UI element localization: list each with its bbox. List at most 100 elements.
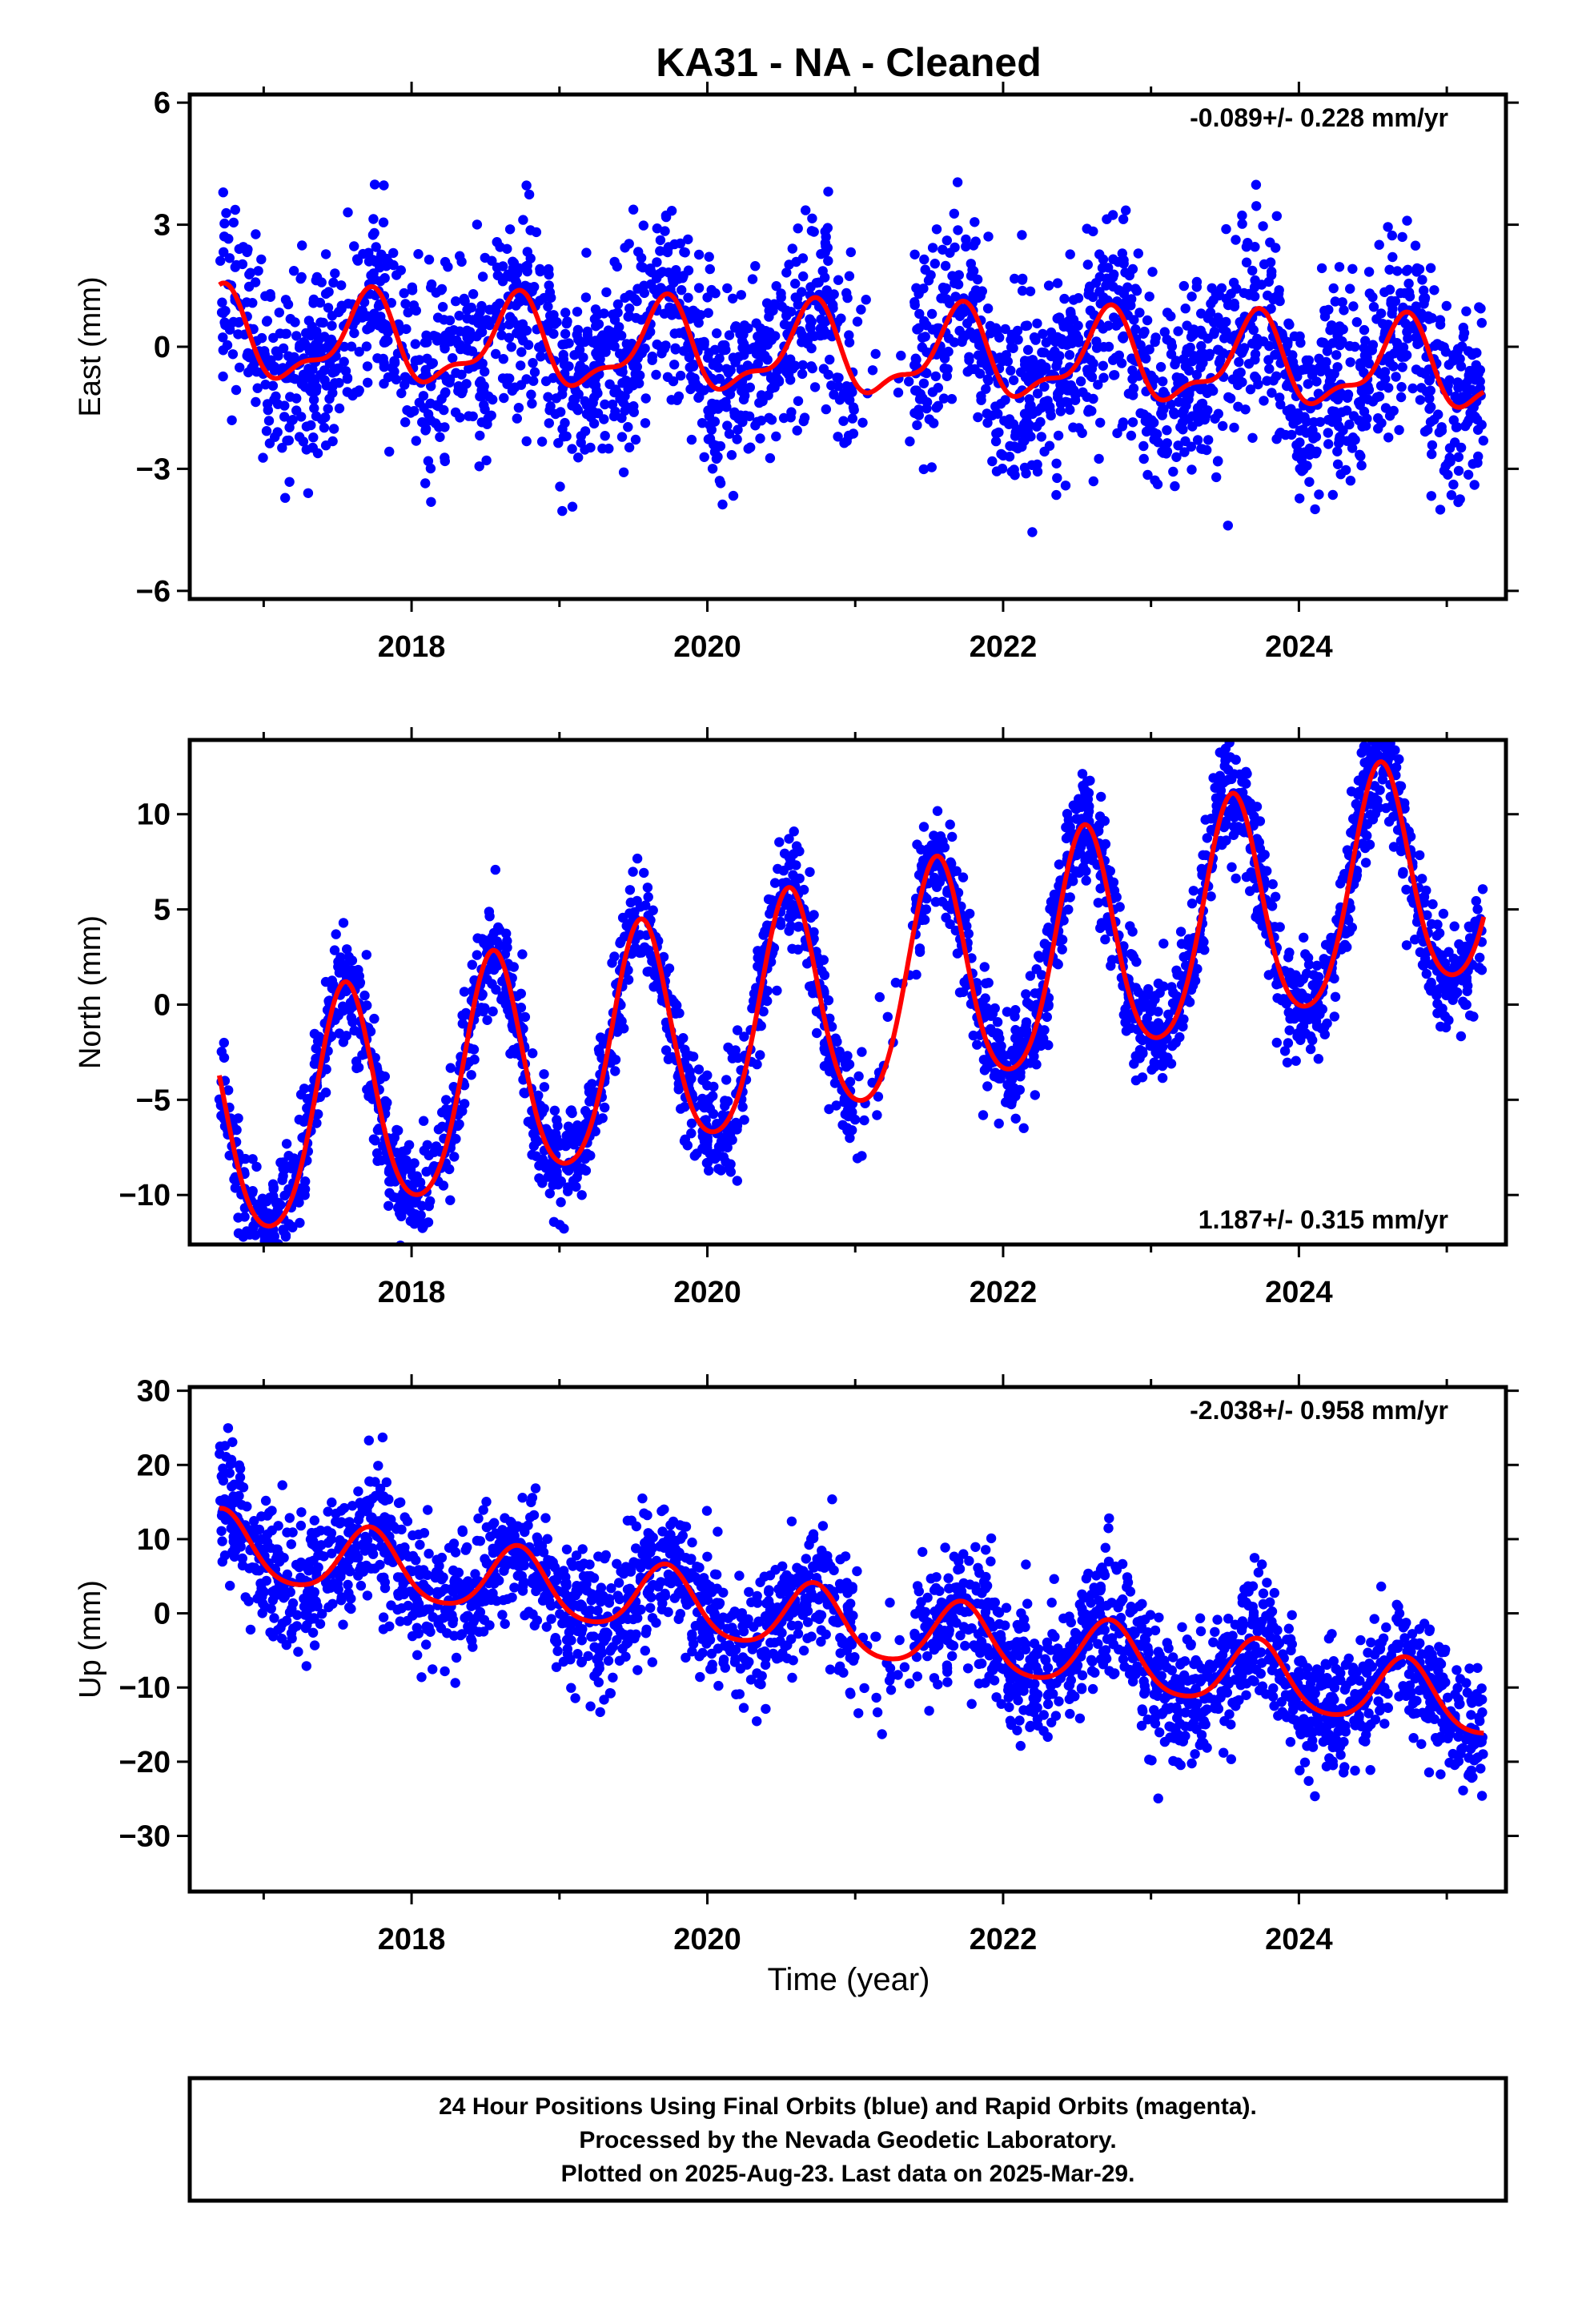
data-point — [1331, 350, 1342, 360]
data-point — [287, 415, 298, 425]
data-point — [722, 420, 733, 431]
data-point — [559, 1224, 569, 1234]
data-point — [361, 950, 371, 960]
data-point — [284, 476, 295, 487]
data-point — [844, 395, 855, 405]
data-point — [466, 302, 476, 313]
data-point — [600, 431, 610, 441]
data-point — [334, 403, 345, 414]
data-point — [964, 355, 974, 365]
data-point — [1462, 986, 1472, 996]
data-point — [912, 420, 922, 431]
data-point — [544, 263, 554, 275]
data-point — [1478, 436, 1489, 446]
data-point — [1118, 331, 1129, 342]
data-point — [785, 375, 796, 385]
data-point — [954, 987, 966, 998]
data-point — [1174, 396, 1184, 408]
data-point — [919, 254, 930, 265]
data-point — [526, 389, 536, 400]
data-point — [436, 283, 448, 295]
data-point — [296, 379, 307, 389]
data-point — [321, 380, 331, 391]
data-point — [1004, 452, 1015, 462]
data-point — [400, 380, 410, 390]
data-point — [1192, 435, 1203, 445]
data-point — [539, 1082, 550, 1092]
data-point — [1469, 480, 1480, 490]
data-point — [1308, 433, 1319, 444]
data-point — [1475, 376, 1485, 387]
data-point — [266, 355, 276, 365]
data-point — [1245, 384, 1256, 395]
data-point — [1392, 266, 1403, 276]
data-point — [632, 296, 642, 307]
data-point — [1383, 222, 1393, 232]
data-point — [968, 1030, 979, 1041]
data-point — [1375, 308, 1387, 319]
data-point — [1181, 400, 1191, 411]
data-point — [572, 1172, 582, 1183]
data-point — [717, 499, 728, 510]
data-point — [1195, 415, 1206, 426]
data-point — [983, 231, 994, 242]
data-point — [561, 1130, 572, 1141]
data-point — [1258, 221, 1268, 231]
data-point — [544, 405, 555, 416]
data-point — [224, 253, 235, 263]
data-point — [506, 342, 516, 352]
data-point — [303, 316, 315, 326]
data-point — [942, 901, 953, 911]
data-point — [973, 412, 983, 423]
data-point — [1231, 728, 1241, 738]
x-tick-label: 2022 — [970, 630, 1038, 664]
data-point — [1380, 403, 1391, 413]
data-point — [820, 226, 830, 237]
data-point — [1423, 314, 1435, 324]
data-point — [1397, 362, 1407, 372]
data-point — [370, 256, 381, 267]
data-point — [692, 314, 702, 324]
data-point — [1263, 276, 1275, 287]
data-point — [247, 1154, 258, 1164]
data-point — [1198, 382, 1208, 392]
data-point — [1210, 782, 1220, 793]
data-point — [1235, 769, 1245, 780]
data-point — [339, 341, 350, 352]
data-point — [1380, 716, 1390, 726]
data-point — [1052, 278, 1063, 288]
data-point — [718, 345, 729, 356]
data-point — [411, 436, 421, 446]
data-point — [846, 1125, 857, 1136]
data-point — [1059, 293, 1070, 304]
data-point — [677, 285, 687, 296]
data-point — [987, 456, 998, 467]
data-point — [909, 300, 920, 311]
data-point — [1342, 942, 1352, 952]
data-point — [1271, 243, 1281, 253]
data-point — [709, 447, 721, 457]
data-point — [1024, 420, 1035, 431]
data-point — [1416, 308, 1427, 319]
data-point — [1147, 267, 1158, 277]
data-point — [1195, 362, 1206, 373]
data-point — [689, 373, 700, 384]
data-point — [730, 356, 741, 367]
data-point — [1295, 331, 1305, 342]
data-point — [1166, 341, 1178, 352]
data-point — [914, 947, 926, 957]
data-point — [1388, 842, 1399, 852]
data-point — [781, 267, 792, 278]
data-point — [425, 398, 436, 408]
data-point — [630, 434, 641, 445]
data-point — [1094, 826, 1104, 836]
data-point — [357, 312, 367, 323]
data-point — [544, 280, 554, 291]
data-point — [513, 403, 524, 413]
data-point — [271, 346, 282, 356]
data-point — [909, 249, 920, 259]
data-point — [1186, 464, 1197, 475]
data-point — [1472, 348, 1482, 358]
data-point — [789, 909, 800, 919]
data-point — [1251, 179, 1262, 190]
